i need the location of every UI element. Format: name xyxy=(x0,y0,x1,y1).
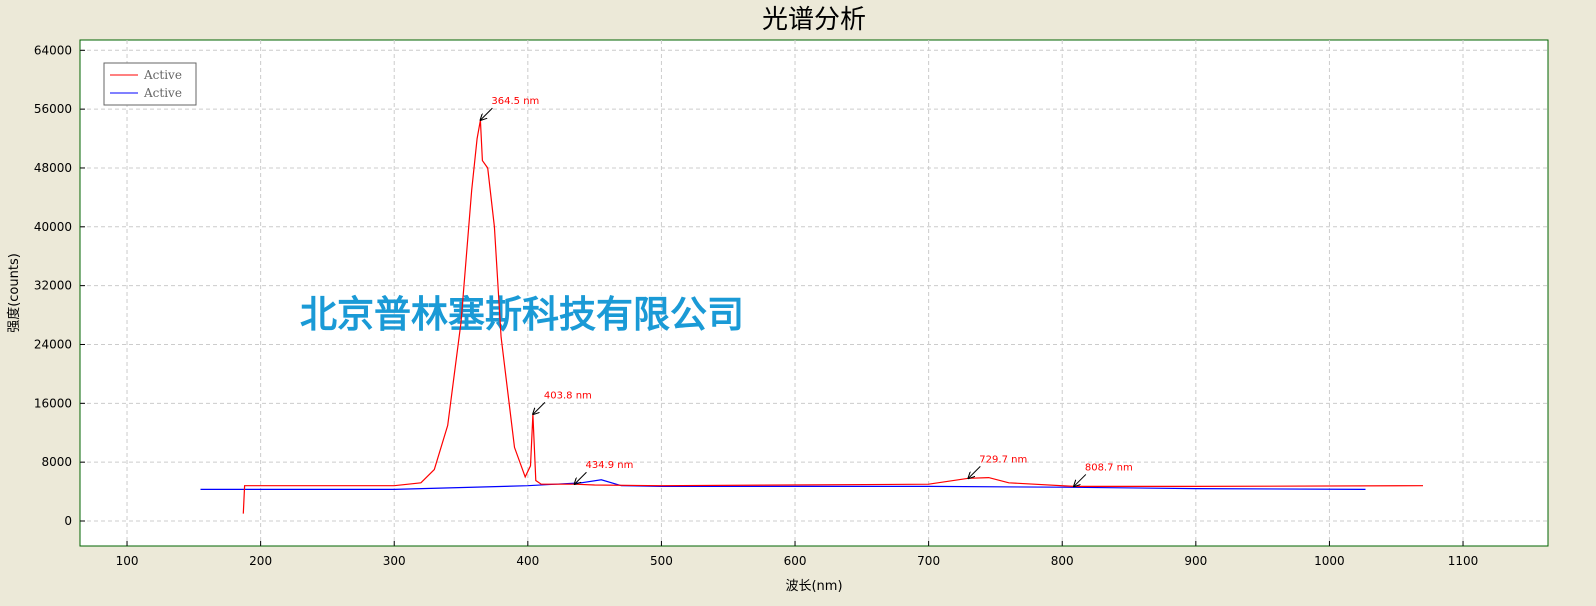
y-tick-label: 64000 xyxy=(34,43,72,57)
annotation-arrow xyxy=(480,107,493,120)
x-tick-label: 600 xyxy=(784,554,807,568)
legend-label: Active xyxy=(143,86,182,100)
annotation-label: 434.9 nm xyxy=(585,460,633,471)
y-tick-label: 8000 xyxy=(41,455,72,469)
y-tick-label: 32000 xyxy=(34,279,72,293)
x-tick-label: 700 xyxy=(917,554,940,568)
x-tick-label: 300 xyxy=(383,554,406,568)
y-tick-label: 40000 xyxy=(34,220,72,234)
annotation-arrow xyxy=(1074,474,1087,486)
x-tick-label: 900 xyxy=(1184,554,1207,568)
x-tick-label: 1100 xyxy=(1448,554,1479,568)
annotation-arrow xyxy=(968,465,981,478)
x-tick-label: 1000 xyxy=(1314,554,1345,568)
plot-area xyxy=(79,39,1549,547)
x-axis-label: 波长(nm) xyxy=(785,579,842,594)
y-tick-label: 48000 xyxy=(34,161,72,175)
annotation-arrow xyxy=(574,471,587,484)
x-tick-label: 200 xyxy=(249,554,272,568)
y-axis-label: 强度(counts) xyxy=(6,253,22,333)
legend-label: Active xyxy=(143,68,182,82)
x-tick-label: 400 xyxy=(516,554,539,568)
annotation-arrow xyxy=(533,401,546,414)
x-tick-label: 800 xyxy=(1051,554,1074,568)
y-tick-label: 24000 xyxy=(34,337,72,351)
annotation-label: 364.5 nm xyxy=(491,96,539,107)
x-tick-label: 500 xyxy=(650,554,673,568)
annotation-label: 403.8 nm xyxy=(544,390,592,401)
annotation-label: 808.7 nm xyxy=(1085,462,1133,473)
y-tick-label: 16000 xyxy=(34,396,72,410)
y-tick-label: 56000 xyxy=(34,102,72,116)
x-tick-label: 100 xyxy=(116,554,139,568)
chart-title: 光谱分析 xyxy=(762,5,866,35)
watermark: 北京普林塞斯科技有限公司 xyxy=(300,293,744,336)
annotation-label: 729.7 nm xyxy=(979,454,1027,465)
y-tick-label: 0 xyxy=(64,514,72,528)
legend-box xyxy=(103,62,197,106)
